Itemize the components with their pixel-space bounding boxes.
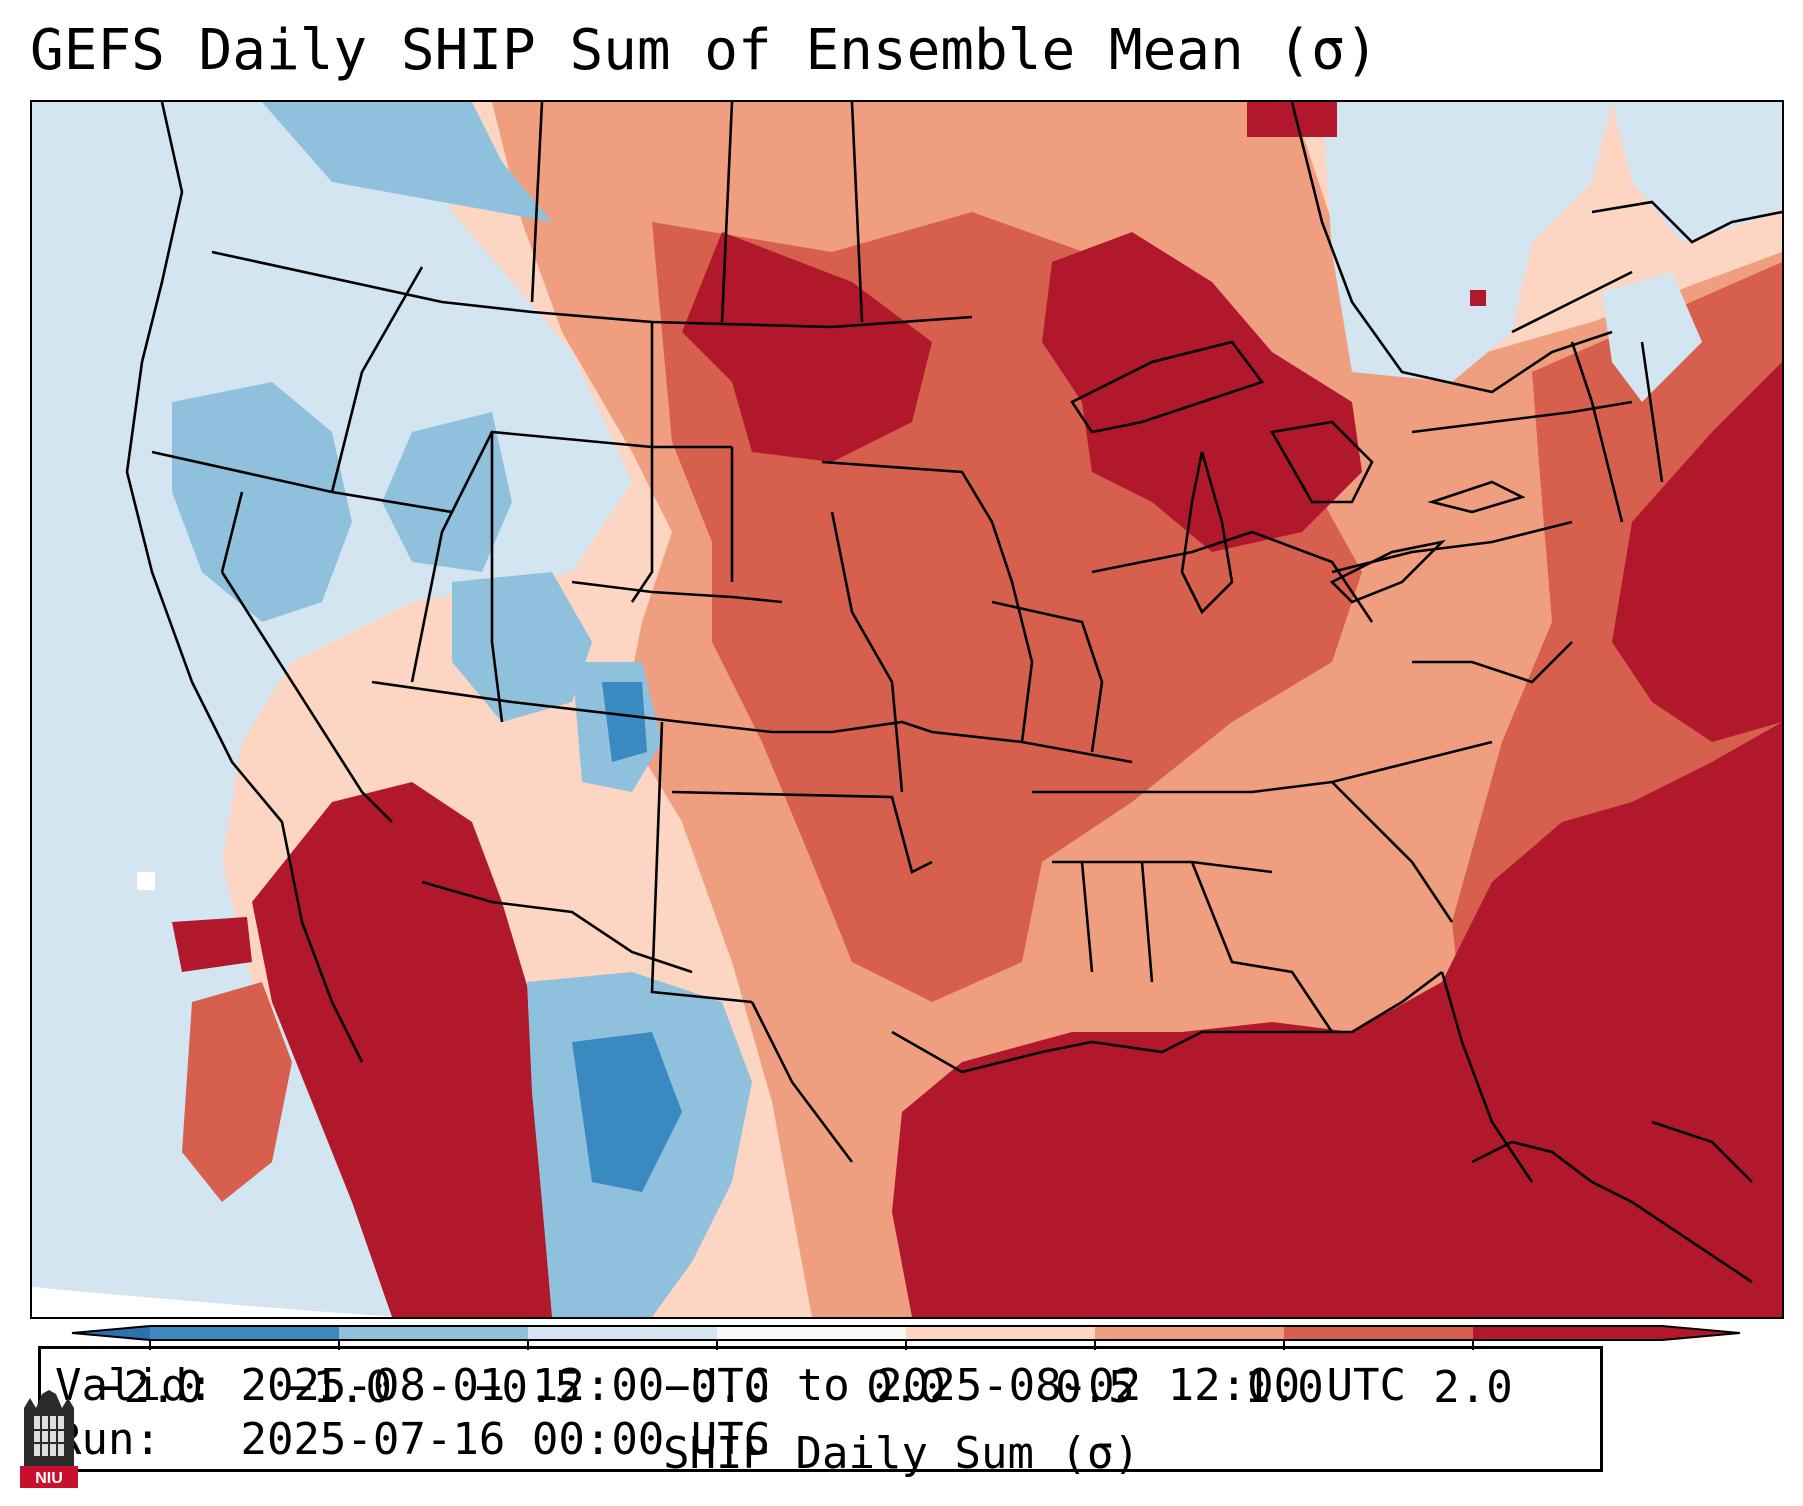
colorbar-tick-label: 2.0 [1433, 1362, 1512, 1413]
colorbar-bin [1473, 1326, 1663, 1340]
great-lakes [1070, 340, 1526, 615]
niu-logo: NIU [20, 1390, 78, 1490]
anomaly-field [32, 102, 1782, 1317]
colorbar-extend-high [1662, 1326, 1740, 1340]
colorbar-tick-label: −0.5 [475, 1362, 581, 1413]
colorbar-bin [528, 1326, 718, 1340]
colorbar-label: SHIP Daily Sum (σ) [663, 1428, 1140, 1479]
map-title: GEFS Daily SHIP Sum of Ensemble Mean (σ) [30, 18, 1379, 83]
colorbar-bin [339, 1326, 529, 1340]
logo-text: NIU [35, 1470, 63, 1487]
colorbar-tick-label: −2.0 [97, 1362, 203, 1413]
colorbar-tick-label: −1.0 [286, 1362, 392, 1413]
colorbar-tick-label: 0.5 [1055, 1362, 1134, 1413]
colorbar-tick-label: −0.0 [664, 1362, 770, 1413]
map-panel[interactable] [30, 100, 1784, 1319]
valid-info-box: Valid: 2025-08-01 12:00 UTC to 2025-08-0… [38, 1346, 1603, 1472]
colorbar-bin [906, 1326, 1096, 1340]
cell [1470, 290, 1486, 306]
colorbar-tick-label: 1.0 [1244, 1362, 1323, 1413]
colorbar-bin [1095, 1326, 1285, 1340]
colorbar-bin [150, 1326, 340, 1340]
colorbar-bin [717, 1326, 907, 1340]
valid-value: 2025-08-01 12:00 UTC to 2025-08-02 12:00… [240, 1360, 1407, 1411]
colorbar-bin [1284, 1326, 1474, 1340]
map-canvas [32, 102, 1782, 1317]
boundaries [125, 102, 1782, 1284]
colorbar: −2.0 −1.0 −0.5 −0.0 0.0 0.5 1.0 2.0 [71, 1325, 1741, 1413]
valid-label: Valid: [55, 1360, 214, 1411]
colorbar-tick-label: 0.0 [866, 1362, 945, 1413]
colorbar-extend-low [72, 1326, 150, 1340]
run-value: 2025-07-16 00:00 UTC [240, 1414, 771, 1465]
